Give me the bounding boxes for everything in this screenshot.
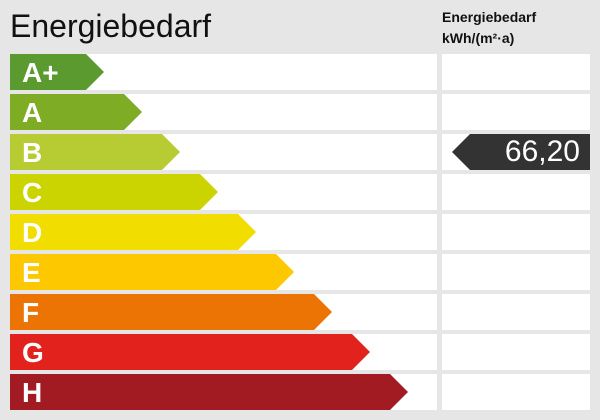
row-value-cell (442, 254, 590, 290)
row-value-cell (442, 54, 590, 90)
class-label: A+ (22, 57, 59, 88)
class-label: H (22, 377, 43, 408)
row-value-cell (442, 294, 590, 330)
unit-label-line2: kWh/(m²·a) (442, 30, 515, 46)
class-label: B (22, 137, 43, 168)
class-arrow-E: E (10, 254, 294, 290)
row-value-cell (442, 334, 590, 370)
unit-label: Energiebedarf kWh/(m²·a) (442, 7, 536, 49)
value-label: 66,20 (504, 135, 580, 168)
row-value-cell (442, 94, 590, 130)
row-value-cell (442, 214, 590, 250)
class-arrow-A+: A+ (10, 54, 104, 90)
class-arrow-C: C (10, 174, 218, 210)
chart-title: Energiebedarf (10, 8, 212, 44)
class-arrow-A: A (10, 94, 142, 130)
row-value-cell (442, 374, 590, 410)
class-arrow-F: F (10, 294, 332, 330)
class-label: C (22, 177, 43, 208)
class-arrow-G: G (10, 334, 370, 370)
row-value-cell (442, 174, 590, 210)
unit-label-line1: Energiebedarf (442, 9, 537, 25)
class-label: G (22, 337, 44, 368)
class-label: E (22, 257, 41, 288)
class-label: A (22, 97, 43, 128)
class-label: D (22, 217, 43, 248)
value-marker: 66,20 (452, 134, 590, 170)
class-arrow-B: B (10, 134, 180, 170)
class-arrow-H: H (10, 374, 408, 410)
class-label: F (22, 297, 40, 328)
class-arrow-D: D (10, 214, 256, 250)
